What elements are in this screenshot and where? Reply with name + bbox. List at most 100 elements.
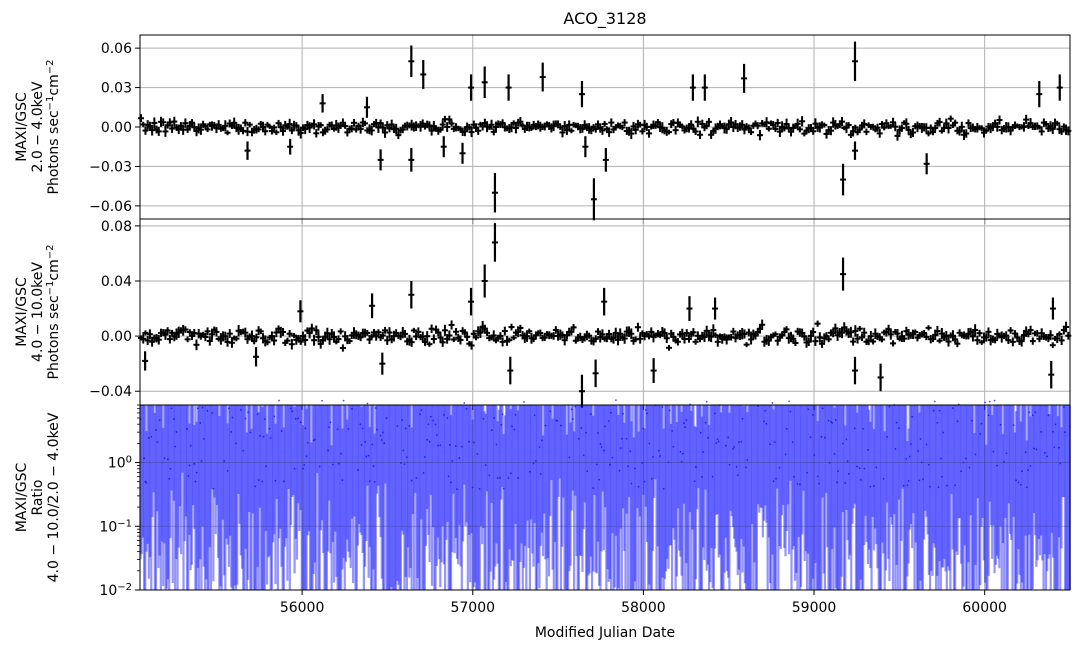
ratio-point: [306, 441, 309, 444]
ratio-point: [420, 409, 423, 411]
ratio-point: [701, 475, 703, 478]
ratio-point: [572, 418, 574, 420]
ratio-point: [496, 477, 499, 479]
ratio-point: [427, 423, 430, 426]
ratio-point: [992, 450, 995, 453]
ratio-point: [359, 423, 362, 426]
ratio-point: [501, 413, 504, 416]
ratio-point: [1047, 414, 1050, 417]
ratio-point: [231, 416, 234, 419]
ratio-point: [360, 444, 363, 446]
ratio-point: [396, 425, 399, 427]
ratio-point: [357, 469, 359, 471]
ratio-point: [1005, 452, 1008, 455]
ratio-point: [402, 449, 405, 452]
ratio-point: [336, 428, 339, 431]
ratio-point: [195, 471, 198, 474]
ratio-point: [532, 462, 535, 465]
ratio-point: [831, 421, 834, 424]
ratio-ylabel: MAXI/GSCRatio4.0 − 10.0/2.0 − 4.0keV: [14, 412, 62, 582]
ratio-point: [342, 399, 345, 402]
ratio-point: [773, 441, 776, 444]
ratio-point: [193, 462, 196, 465]
ratio-point: [1017, 481, 1020, 484]
ratio-point: [328, 426, 331, 429]
panel-hardness-ratio: 100 10−1 10−2 56000 57000 58000 59000 60000 MA…: [14, 399, 1071, 616]
ratio-point: [807, 408, 810, 411]
ratio-point: [495, 443, 498, 446]
ratio-point: [249, 431, 252, 434]
ratio-point: [937, 486, 940, 489]
ratio-point: [337, 462, 340, 465]
ratio-point: [321, 399, 323, 402]
ratio-point: [1052, 430, 1055, 433]
ratio-point: [482, 417, 485, 420]
ratio-point: [585, 431, 587, 434]
ratio-point: [929, 485, 931, 488]
ratio-point: [401, 419, 404, 422]
ratio-point: [607, 420, 610, 422]
ratio-point: [533, 414, 536, 417]
ratio-point: [769, 443, 771, 446]
ratio-point: [428, 440, 431, 443]
ratio-point: [968, 466, 971, 469]
ratio-point: [789, 410, 792, 413]
ratio-point: [609, 463, 611, 466]
ratio-point: [254, 485, 257, 488]
ratio-point: [715, 442, 718, 444]
x-tick-label: 58000: [621, 600, 666, 616]
soft-y-ticks: 0.06 0.03 0.00 −0.03 −0.06: [89, 41, 140, 215]
ratio-point: [939, 457, 942, 460]
ratio-point: [932, 409, 935, 412]
x-tick-label: 57000: [450, 600, 495, 616]
ratio-point: [846, 460, 849, 463]
ratio-point: [577, 437, 580, 440]
ratio-point: [856, 465, 859, 468]
ratio-point: [147, 436, 150, 439]
ratio-point: [262, 435, 265, 438]
ylabel-line: 4.0 − 10.0keV: [30, 262, 46, 362]
y-tick-label: 0.08: [101, 219, 132, 235]
ratio-point: [408, 425, 411, 427]
ratio-point: [793, 475, 795, 478]
ratio-point: [615, 399, 617, 402]
ratio-point: [302, 467, 304, 470]
ratio-point: [1015, 479, 1017, 482]
ratio-point: [979, 433, 982, 435]
x-tick-label: 56000: [280, 600, 325, 616]
ratio-point: [993, 399, 996, 402]
ratio-point: [681, 452, 684, 455]
ratio-point: [679, 450, 682, 453]
ratio-point: [517, 477, 519, 479]
ratio-point: [1019, 483, 1022, 486]
ratio-point: [875, 466, 878, 469]
ratio-point: [714, 412, 716, 415]
ratio-point: [996, 464, 998, 467]
ratio-point: [772, 480, 775, 483]
ratio-point: [143, 457, 145, 460]
ratio-point: [437, 444, 439, 447]
ratio-point: [447, 475, 450, 478]
ratio-point: [200, 460, 203, 463]
ratio-point: [446, 417, 449, 419]
ratio-point: [918, 479, 921, 482]
ratio-point: [661, 406, 664, 408]
ratio-point: [869, 485, 872, 488]
ratio-point: [574, 405, 577, 408]
ratio-point: [683, 422, 685, 425]
ratio-y-ticks: 100 10−1 10−2: [99, 404, 140, 599]
ratio-point: [173, 418, 175, 420]
y-tick-label: −0.06: [89, 199, 132, 215]
ylabel-line: Photons sec−1cm−2: [45, 244, 63, 379]
ratio-point: [456, 488, 458, 491]
ratio-point: [907, 479, 910, 482]
ratio-point: [798, 483, 801, 486]
ratio-point: [765, 422, 768, 425]
ratio-point: [448, 444, 451, 446]
ratio-point: [902, 484, 905, 487]
ratio-point: [806, 471, 808, 474]
ratio-point: [1031, 414, 1034, 417]
ratio-point: [816, 475, 819, 478]
ratio-point: [882, 477, 885, 480]
